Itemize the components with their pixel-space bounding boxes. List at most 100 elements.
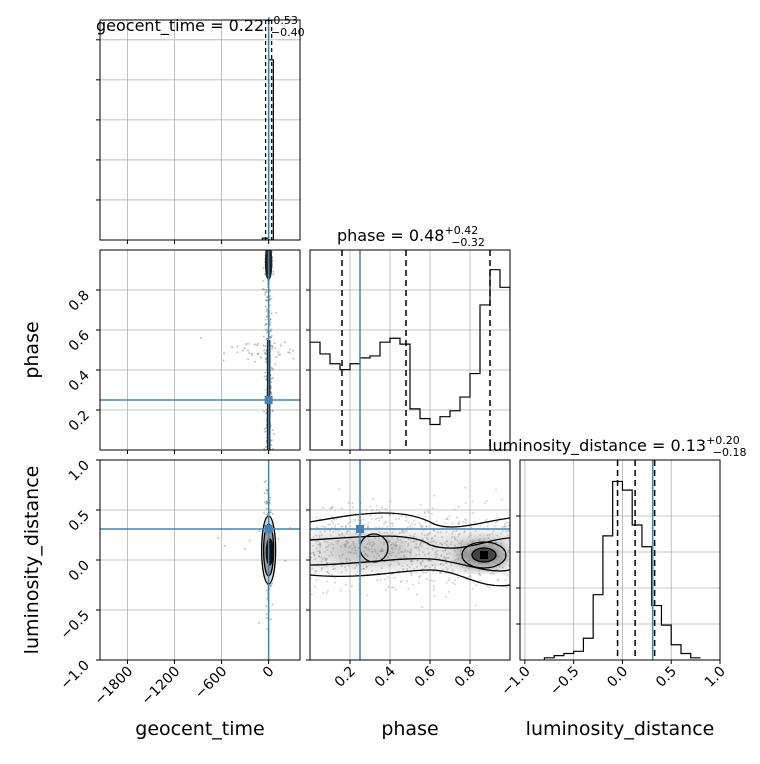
sample-point xyxy=(355,564,358,567)
sample-point xyxy=(427,533,430,536)
sample-point xyxy=(376,552,379,555)
sample-point xyxy=(425,564,428,567)
sample-point xyxy=(271,429,274,432)
sample-point xyxy=(446,568,449,571)
sample-point xyxy=(501,530,504,533)
sample-point xyxy=(419,525,422,528)
sample-point xyxy=(418,522,421,525)
sample-point xyxy=(386,576,389,579)
sample-point xyxy=(444,556,447,559)
sample-point xyxy=(366,554,369,557)
sample-point xyxy=(507,530,510,533)
sample-point xyxy=(335,518,338,521)
sample-point xyxy=(354,532,357,535)
sample-point xyxy=(455,516,458,519)
sample-point xyxy=(415,593,418,596)
sample-point xyxy=(469,532,472,535)
sample-point xyxy=(326,549,329,552)
sample-point xyxy=(263,375,266,378)
sample-point xyxy=(223,352,226,355)
sample-point xyxy=(486,584,489,587)
sample-point xyxy=(427,511,430,514)
sample-point xyxy=(415,554,418,557)
sample-point xyxy=(415,539,418,542)
sample-point xyxy=(382,541,385,544)
sample-point xyxy=(380,547,383,550)
sample-point xyxy=(408,566,411,569)
sample-point xyxy=(312,553,315,556)
sample-point xyxy=(266,628,269,631)
sample-point xyxy=(409,540,412,543)
sample-point xyxy=(422,538,425,541)
sample-point xyxy=(352,540,355,543)
sample-point xyxy=(394,518,397,521)
sample-point xyxy=(425,525,428,528)
sample-point xyxy=(445,562,448,565)
sample-point xyxy=(345,530,348,533)
sample-point xyxy=(269,496,272,499)
sample-point xyxy=(446,553,449,556)
sample-point xyxy=(496,520,499,523)
sample-point xyxy=(431,507,434,510)
sample-point xyxy=(337,529,340,532)
sample-point xyxy=(266,337,269,340)
sample-point xyxy=(396,536,399,539)
sample-point xyxy=(399,556,402,559)
sample-point xyxy=(382,523,385,526)
sample-point xyxy=(430,559,433,562)
sample-point xyxy=(496,534,499,537)
sample-point xyxy=(475,584,478,587)
sample-point xyxy=(495,541,498,544)
sample-point xyxy=(393,543,396,546)
sample-point xyxy=(266,617,269,620)
sample-point xyxy=(407,538,410,541)
sample-point xyxy=(432,585,435,588)
sample-point xyxy=(417,547,420,550)
sample-point xyxy=(346,530,349,533)
sample-point xyxy=(464,486,467,489)
sample-point xyxy=(410,559,413,562)
sample-point xyxy=(332,547,335,550)
sample-point xyxy=(248,352,251,355)
sample-point xyxy=(305,356,307,358)
sample-point xyxy=(452,530,455,533)
sample-point xyxy=(264,345,267,348)
sample-point xyxy=(426,538,429,541)
sample-point xyxy=(454,558,457,561)
sample-point xyxy=(325,562,328,565)
sample-point xyxy=(265,296,268,299)
sample-point xyxy=(453,583,456,586)
lum-phase-x-tick-label: 0.8 xyxy=(452,664,479,691)
sample-point xyxy=(345,557,348,560)
sample-point xyxy=(333,567,336,570)
sample-point xyxy=(419,503,422,506)
sample-point xyxy=(343,544,346,547)
sample-point xyxy=(332,522,335,525)
sample-point xyxy=(332,518,335,521)
sample-point xyxy=(264,305,267,308)
sample-point xyxy=(364,546,367,549)
sample-point xyxy=(428,532,431,535)
sample-point xyxy=(420,526,423,529)
sample-point xyxy=(440,543,443,546)
sample-point xyxy=(503,554,506,557)
sample-point xyxy=(340,565,343,568)
sample-point xyxy=(479,579,482,582)
sample-point xyxy=(326,557,329,560)
sample-point xyxy=(453,536,456,539)
sample-point xyxy=(318,544,321,547)
sample-point xyxy=(310,552,313,555)
sample-point xyxy=(478,569,481,572)
sample-point xyxy=(272,368,275,371)
sample-point xyxy=(335,540,338,543)
sample-point xyxy=(478,544,481,547)
sample-point xyxy=(323,550,326,553)
sample-point xyxy=(363,546,366,549)
sample-point xyxy=(482,544,485,547)
sample-point xyxy=(457,548,460,551)
sample-point xyxy=(323,525,326,528)
sample-point xyxy=(501,566,504,569)
sample-point xyxy=(310,593,313,596)
sample-point xyxy=(412,535,415,538)
sample-point xyxy=(384,521,387,524)
